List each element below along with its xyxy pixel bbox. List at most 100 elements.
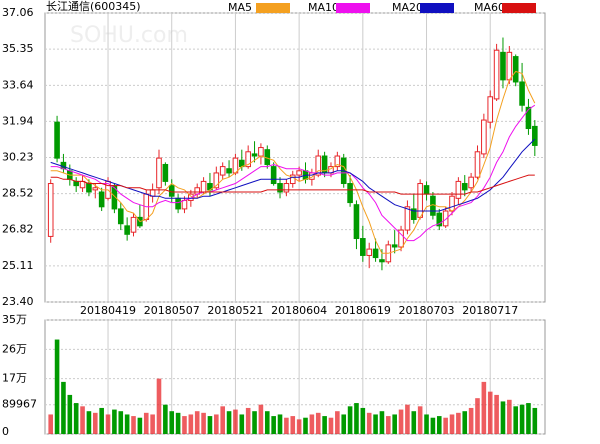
volume-bar — [443, 417, 448, 434]
candle-body — [474, 151, 481, 178]
candle-body — [493, 49, 500, 100]
candle-body — [117, 208, 124, 225]
candle-body — [417, 183, 423, 218]
volume-bar — [392, 414, 397, 434]
candle-body — [353, 204, 360, 240]
volume-bar — [405, 404, 410, 434]
volume-bar — [201, 412, 206, 434]
volume-bar — [526, 403, 531, 434]
candle-body — [258, 147, 264, 157]
volume-bar — [226, 411, 232, 434]
legend-swatch — [256, 3, 290, 13]
candle-body — [251, 153, 258, 157]
volume-bar — [258, 404, 264, 434]
candle-body — [245, 151, 251, 168]
volume-bar — [131, 416, 136, 434]
candle-body — [468, 176, 474, 189]
volume-tick-label: 35万 — [2, 313, 27, 326]
candle-body — [360, 238, 366, 256]
watermark: SOHU.com — [70, 23, 188, 48]
volume-bar — [481, 381, 487, 434]
volume-bar — [284, 417, 289, 434]
candle-body — [461, 183, 468, 191]
volume-bar — [245, 407, 251, 434]
volume-bar — [354, 403, 359, 434]
y-tick-label: 28.52 — [2, 187, 34, 200]
volume-bar — [373, 414, 378, 434]
volume-bar — [468, 407, 474, 434]
volume-tick-label: 89967 — [2, 398, 37, 411]
candle-body — [372, 248, 379, 259]
volume-bar — [233, 409, 238, 434]
candle-body — [219, 166, 226, 176]
volume-bar — [124, 414, 130, 434]
volume-bar — [449, 414, 455, 434]
volume-bar — [386, 416, 391, 434]
candle-body — [200, 180, 207, 193]
candle-body — [404, 206, 411, 231]
y-tick-label: 37.06 — [2, 6, 34, 19]
candle-body — [379, 259, 385, 263]
volume-bar — [430, 417, 436, 434]
volume-bar — [436, 416, 442, 434]
candle-body — [315, 155, 322, 176]
volume-bar — [417, 406, 423, 434]
candle-body — [277, 183, 283, 193]
candle-body — [532, 125, 538, 146]
y-tick-label: 33.64 — [2, 78, 34, 91]
y-tick-label: 26.82 — [2, 223, 34, 236]
volume-bar — [290, 416, 296, 434]
volume-bar — [360, 407, 366, 434]
candle-body — [436, 212, 443, 227]
volume-bar — [99, 407, 104, 434]
y-tick-label: 25.11 — [2, 259, 34, 272]
candle-body — [398, 229, 404, 248]
ma-line — [50, 138, 536, 212]
candle-body — [124, 225, 130, 235]
candle-body — [487, 96, 494, 123]
y-tick-label: 30.23 — [2, 151, 34, 164]
volume-bar — [456, 412, 461, 434]
candle-body — [47, 183, 54, 237]
candle-body — [296, 170, 302, 176]
chart-title: 长江通信(600345) — [46, 0, 141, 13]
y-tick-label: 23.40 — [2, 295, 34, 308]
candle-body — [525, 106, 532, 130]
volume-bar — [513, 406, 519, 434]
candle-body — [175, 197, 181, 210]
volume-bar — [424, 414, 429, 434]
volume-bar — [137, 417, 143, 434]
volume-bar — [239, 414, 245, 434]
y-tick-label: 31.94 — [2, 114, 34, 127]
candle-body — [92, 187, 99, 191]
legend-label: MA20 — [392, 1, 423, 14]
volume-bar — [264, 411, 270, 434]
volume-bar — [156, 378, 162, 434]
volume-bar — [194, 411, 200, 434]
candle-body — [213, 172, 220, 189]
volume-bar — [73, 403, 79, 434]
candle-body — [334, 155, 341, 168]
volume-bar — [252, 411, 257, 434]
volume-bar — [92, 412, 98, 434]
volume-bar — [150, 414, 155, 434]
legend-swatch — [336, 3, 370, 13]
volume-bar — [277, 414, 283, 434]
volume-bar — [188, 414, 194, 434]
x-tick-label: 20180604 — [271, 304, 327, 317]
volume-bar — [328, 417, 334, 434]
candle-body — [54, 121, 60, 159]
candle-body — [168, 185, 175, 197]
volume-bar — [341, 414, 347, 434]
candle-body — [391, 244, 398, 248]
x-tick-label: 20180703 — [399, 304, 455, 317]
x-tick-label: 20180507 — [144, 304, 200, 317]
volume-bar — [271, 416, 276, 434]
volume-bar — [296, 419, 302, 434]
y-tick-label: 35.35 — [2, 42, 34, 55]
volume-bar — [86, 411, 92, 434]
volume-tick-label: 0 — [2, 425, 9, 438]
volume-bar — [169, 411, 175, 434]
volume-bar — [54, 339, 60, 434]
volume-tick-label: 17万 — [2, 372, 27, 385]
